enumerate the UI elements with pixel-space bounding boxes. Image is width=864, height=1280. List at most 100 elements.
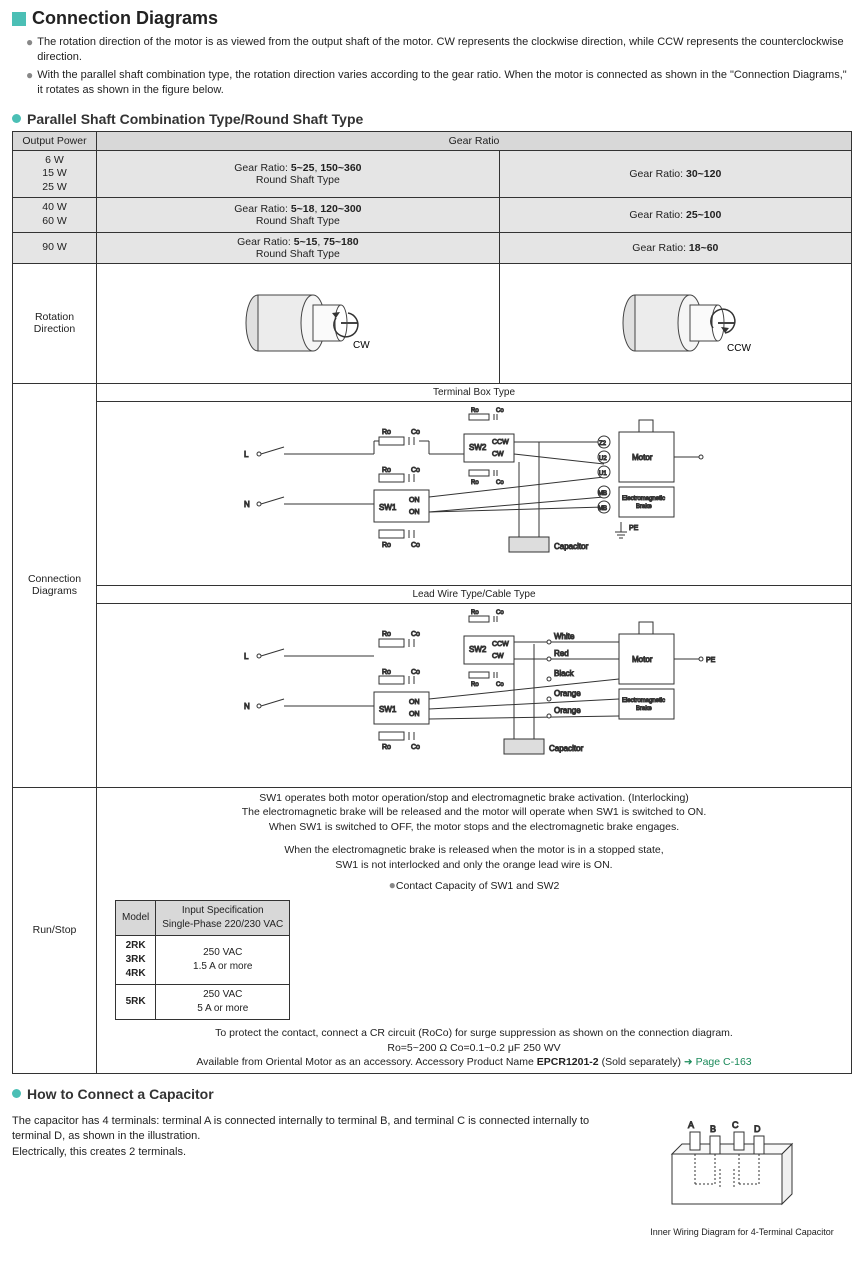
bullet-icon: ● bbox=[26, 35, 33, 66]
svg-text:Ro: Ro bbox=[382, 631, 391, 638]
connection-row-2: Lead Wire Type/Cable Type L N SW1 ON ON … bbox=[13, 585, 852, 787]
svg-text:SW1: SW1 bbox=[379, 503, 397, 512]
svg-text:Z2: Z2 bbox=[599, 441, 607, 447]
gear-cell-right: Gear Ratio: 30~120 bbox=[499, 150, 851, 198]
svg-text:Co: Co bbox=[411, 631, 420, 638]
runstop-content: SW1 operates both motor operation/stop a… bbox=[97, 787, 852, 1073]
capacitor-section: The capacitor has 4 terminals: terminal … bbox=[12, 1114, 852, 1237]
heading-text: Connection Diagrams bbox=[32, 8, 218, 29]
svg-text:Ro: Ro bbox=[382, 467, 391, 474]
runstop-footer: To protect the contact, connect a CR cir… bbox=[103, 1026, 845, 1041]
svg-text:Co: Co bbox=[496, 610, 504, 616]
col-header-power: Output Power bbox=[13, 131, 97, 150]
svg-text:ON: ON bbox=[409, 699, 420, 706]
svg-text:Electromagnetic: Electromagnetic bbox=[622, 496, 665, 502]
runstop-text: The electromagnetic brake will be releas… bbox=[103, 805, 845, 820]
runstop-row: Run/Stop SW1 operates both motor operati… bbox=[13, 787, 852, 1073]
rotation-row: Rotation Direction CW bbox=[13, 263, 852, 383]
motor-ccw-icon: CCW bbox=[595, 273, 755, 373]
intro-bullets: ● The rotation direction of the motor is… bbox=[26, 35, 852, 99]
model-cell: 2RK 3RK 4RK bbox=[116, 935, 156, 984]
svg-text:Co: Co bbox=[411, 669, 420, 676]
diagram-title: Terminal Box Type bbox=[97, 384, 851, 402]
sub-heading-text: Parallel Shaft Combination Type/Round Sh… bbox=[27, 111, 363, 127]
svg-text:SW2: SW2 bbox=[469, 645, 487, 654]
svg-text:SW1: SW1 bbox=[379, 705, 397, 714]
gear-cell-right: Gear Ratio: 18~60 bbox=[499, 232, 851, 263]
capacitor-diagram: A B C D Inner Wiring Diagram for 4-Termi… bbox=[632, 1114, 852, 1237]
gear-cell-right: Gear Ratio: 25~100 bbox=[499, 198, 851, 232]
svg-text:Red: Red bbox=[554, 649, 569, 658]
svg-text:Ro: Ro bbox=[471, 408, 479, 414]
svg-text:SW2: SW2 bbox=[469, 443, 487, 452]
svg-text:CCW: CCW bbox=[492, 641, 509, 648]
svg-text:CCW: CCW bbox=[727, 343, 751, 354]
svg-text:B: B bbox=[710, 1124, 716, 1134]
svg-text:Orange: Orange bbox=[554, 689, 581, 698]
svg-text:Motor: Motor bbox=[632, 453, 653, 462]
svg-text:PE: PE bbox=[706, 657, 716, 664]
bullet-icon: ● bbox=[26, 68, 33, 99]
svg-text:White: White bbox=[554, 632, 575, 641]
table-row: 40 W 60 W Gear Ratio: 5~18, 120~300 Roun… bbox=[13, 198, 852, 232]
main-heading: Connection Diagrams bbox=[12, 8, 852, 29]
svg-text:CW: CW bbox=[492, 653, 504, 660]
capacitor-text: The capacitor has 4 terminals: terminal … bbox=[12, 1114, 612, 1237]
power-cell: 90 W bbox=[13, 232, 97, 263]
svg-text:MB: MB bbox=[598, 491, 607, 497]
svg-text:Co: Co bbox=[411, 467, 420, 474]
connection-label: Connection Diagrams bbox=[13, 383, 97, 787]
runstop-text: When the electromagnetic brake is releas… bbox=[103, 843, 845, 858]
bullet-text: The rotation direction of the motor is a… bbox=[37, 35, 852, 66]
svg-text:U1: U1 bbox=[599, 471, 607, 477]
contact-heading: ●Contact Capacity of SW1 and SW2 bbox=[103, 878, 845, 894]
capacitor-icon: A B C D bbox=[632, 1114, 832, 1224]
svg-text:Co: Co bbox=[496, 682, 504, 688]
svg-text:Ro: Ro bbox=[382, 744, 391, 751]
svg-text:Co: Co bbox=[411, 429, 420, 436]
contact-spec-table: Model Input Specification Single-Phase 2… bbox=[115, 900, 290, 1020]
col-header-gear: Gear Ratio bbox=[97, 131, 852, 150]
sub-heading-text: How to Connect a Capacitor bbox=[27, 1086, 214, 1102]
svg-text:N: N bbox=[244, 500, 250, 509]
sub-heading-parallel: Parallel Shaft Combination Type/Round Sh… bbox=[12, 111, 852, 127]
svg-text:CW: CW bbox=[492, 451, 504, 458]
svg-text:Co: Co bbox=[411, 744, 420, 751]
svg-text:Co: Co bbox=[411, 542, 420, 549]
svg-text:Ro: Ro bbox=[382, 669, 391, 676]
table-row: 6 W 15 W 25 W Gear Ratio: 5~25, 150~360 … bbox=[13, 150, 852, 198]
svg-text:Capacitor: Capacitor bbox=[554, 542, 589, 551]
runstop-footer: Ro=5~200 Ω Co=0.1~0.2 μF 250 WV bbox=[103, 1041, 845, 1056]
rotation-cw-cell: CW bbox=[97, 263, 500, 383]
svg-text:Ro: Ro bbox=[471, 682, 479, 688]
svg-text:U2: U2 bbox=[599, 456, 607, 462]
circuit-terminal-diagram: L N SW1 ON ON Ro Co bbox=[97, 402, 851, 582]
model-cell: 5RK bbox=[116, 984, 156, 1019]
runstop-label: Run/Stop bbox=[13, 787, 97, 1073]
bullet-item: ● The rotation direction of the motor is… bbox=[26, 35, 852, 66]
gear-cell-left: Gear Ratio: 5~15, 75~180 Round Shaft Typ… bbox=[97, 232, 500, 263]
svg-text:N: N bbox=[244, 702, 250, 711]
svg-text:Ro: Ro bbox=[471, 480, 479, 486]
svg-text:Orange: Orange bbox=[554, 706, 581, 715]
rotation-label: Rotation Direction bbox=[13, 263, 97, 383]
gear-cell-left: Gear Ratio: 5~25, 150~360 Round Shaft Ty… bbox=[97, 150, 500, 198]
rotation-ccw-cell: CCW bbox=[499, 263, 851, 383]
svg-text:Ro: Ro bbox=[382, 542, 391, 549]
table-row: 2RK 3RK 4RK 250 VAC 1.5 A or more bbox=[116, 935, 290, 984]
svg-text:Brake: Brake bbox=[636, 504, 652, 510]
runstop-footer: Available from Oriental Motor as an acce… bbox=[103, 1055, 845, 1070]
svg-text:A: A bbox=[688, 1120, 694, 1130]
svg-text:L: L bbox=[244, 652, 249, 661]
svg-text:Brake: Brake bbox=[636, 706, 652, 712]
runstop-text: SW1 is not interlocked and only the oran… bbox=[103, 858, 845, 873]
power-cell: 40 W 60 W bbox=[13, 198, 97, 232]
connection-row: Connection Diagrams Terminal Box Type L … bbox=[13, 383, 852, 585]
teal-dot-icon bbox=[12, 114, 21, 123]
svg-text:Co: Co bbox=[496, 408, 504, 414]
svg-text:Ro: Ro bbox=[471, 610, 479, 616]
spec-cell: 250 VAC 5 A or more bbox=[156, 984, 290, 1019]
motor-cw-icon: CW bbox=[218, 273, 378, 373]
svg-text:PE: PE bbox=[629, 525, 639, 532]
svg-text:Motor: Motor bbox=[632, 655, 653, 664]
